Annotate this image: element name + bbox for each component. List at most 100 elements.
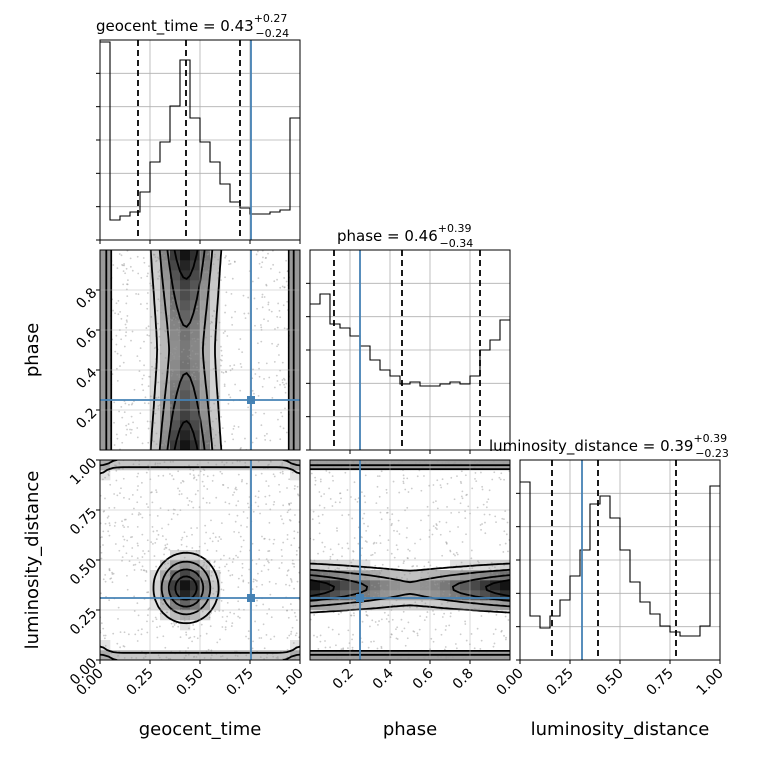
density-cell [310, 560, 321, 571]
sample-point [485, 506, 488, 509]
hist-bin-geocent-time [240, 208, 250, 240]
sample-point [418, 592, 421, 595]
sample-point [108, 354, 111, 357]
sample-point [346, 489, 349, 491]
sample-point [103, 510, 106, 512]
sample-point [144, 655, 147, 658]
sample-point [171, 295, 174, 297]
sample-point [402, 474, 405, 477]
sample-point [159, 507, 162, 510]
density-cell [400, 580, 411, 591]
sample-point [261, 261, 264, 264]
density-cell [500, 580, 510, 591]
density-cell [200, 360, 211, 371]
sample-point [503, 478, 505, 481]
sample-point [476, 462, 479, 465]
sample-point [470, 549, 473, 552]
density-cell [350, 590, 361, 601]
density-cell [200, 420, 211, 431]
sample-point [421, 600, 423, 603]
sample-point [341, 514, 344, 517]
xtick-label-geocent-time: 0.25 [123, 666, 156, 699]
sample-point [445, 657, 447, 660]
sample-point [401, 576, 403, 579]
sample-point [314, 483, 317, 486]
sample-point [231, 622, 234, 625]
hist-bin-phase [470, 376, 480, 450]
sample-point [393, 556, 396, 559]
sample-point [258, 637, 261, 639]
sample-point [100, 361, 103, 363]
sample-point [170, 518, 173, 521]
sample-point [175, 346, 178, 349]
density-cell [270, 460, 281, 471]
sample-point [293, 537, 296, 540]
sample-point [295, 632, 298, 635]
sample-point [282, 304, 285, 307]
hist-outline-phase [310, 293, 510, 387]
density-cell [200, 390, 211, 401]
sample-point [117, 313, 120, 316]
density-cell [160, 380, 171, 391]
sample-point [167, 287, 170, 290]
sample-point [445, 625, 448, 627]
sample-point [142, 257, 145, 259]
sample-point [352, 657, 355, 660]
sample-point [167, 317, 169, 320]
sample-point [139, 303, 142, 305]
sample-point [375, 573, 378, 576]
sample-point [115, 479, 118, 482]
xtick-label-luminosity-distance: 0.50 [593, 666, 626, 699]
density-cell [170, 280, 181, 291]
sample-point [276, 345, 278, 348]
sample-point [254, 373, 257, 375]
sample-point [481, 488, 484, 491]
sample-point [122, 535, 124, 538]
sample-point [113, 401, 116, 404]
sample-point [212, 437, 215, 440]
sample-point [225, 291, 228, 294]
hist-bin-geocent-time [260, 214, 270, 240]
sample-point [124, 272, 127, 275]
sample-point [269, 593, 272, 596]
sample-point [116, 437, 119, 440]
sample-point [263, 657, 266, 660]
sample-point [380, 470, 383, 473]
sample-point [464, 623, 467, 625]
hist-bin-geocent-time [280, 210, 290, 240]
sample-point [361, 517, 364, 520]
sample-point [120, 354, 122, 357]
sample-point [238, 616, 241, 619]
sample-point [254, 411, 257, 414]
sample-point [317, 552, 319, 555]
sample-point [455, 595, 458, 598]
sample-point [229, 396, 232, 399]
sample-point [146, 292, 149, 294]
sample-point [291, 276, 293, 279]
sample-point [189, 354, 192, 357]
sample-point [338, 567, 340, 570]
sample-point [178, 321, 181, 324]
sample-point [234, 487, 237, 490]
sample-point [319, 478, 322, 481]
sample-point [278, 271, 281, 274]
sample-point [132, 421, 134, 424]
sample-point [292, 642, 295, 644]
sample-point [314, 479, 317, 482]
sample-point [114, 521, 117, 524]
sample-point [106, 304, 109, 306]
sample-point [255, 437, 258, 440]
sample-point [318, 532, 321, 535]
sample-point [233, 491, 236, 494]
density-cell [160, 400, 171, 411]
sample-point [100, 391, 102, 394]
sample-point [195, 550, 198, 552]
sample-point [155, 489, 157, 492]
sample-point [258, 367, 260, 370]
density-cell [200, 650, 211, 660]
sample-point [141, 565, 144, 568]
sample-point [254, 620, 257, 623]
sample-point [172, 512, 175, 515]
sample-point [494, 628, 497, 631]
